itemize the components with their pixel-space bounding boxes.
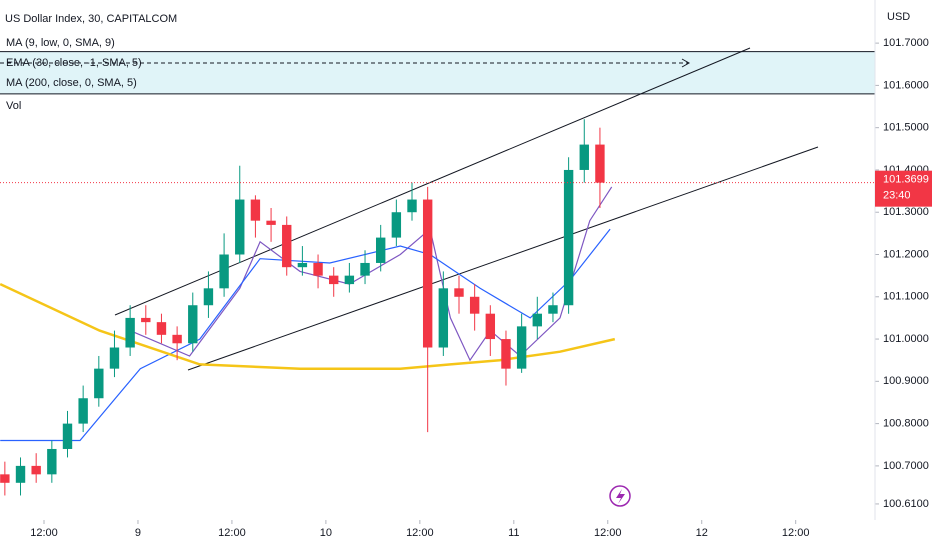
chart-title: US Dollar Index, 30, CAPITALCOM — [5, 13, 177, 25]
candle-body — [156, 322, 167, 335]
volume-label: Vol — [6, 100, 21, 112]
candle-body — [188, 305, 198, 344]
candle-body — [485, 313, 496, 340]
candle-body — [501, 339, 511, 369]
candle-body — [360, 262, 370, 276]
candle-body — [407, 199, 417, 213]
candle-body — [422, 199, 433, 348]
x-tick-label: 12:00 — [30, 527, 58, 539]
y-tick-label: 101.1000 — [883, 291, 929, 303]
candle-body — [141, 317, 151, 323]
y-tick-label: 101.7000 — [883, 37, 929, 49]
y-tick-label: 100.7000 — [883, 460, 929, 472]
candle-body — [391, 212, 402, 238]
indicator-label: MA (9, low, 0, SMA, 9) — [6, 37, 115, 49]
candle-body — [375, 237, 386, 263]
candle-body — [563, 169, 574, 306]
levels — [0, 51, 875, 95]
candle-body — [203, 288, 214, 306]
x-tick-label: 10 — [320, 527, 332, 539]
candle-body — [172, 334, 182, 344]
candle-body — [0, 474, 10, 483]
candle-body — [548, 305, 558, 314]
indicator-label: MA (200, close, 0, SMA, 5) — [6, 77, 137, 89]
trend-line-lower — [187, 146, 819, 371]
candle-body — [219, 254, 229, 289]
y-tick-label: 101.6000 — [883, 79, 929, 91]
candle-body — [109, 347, 120, 369]
y-tick-label: 101.3000 — [883, 206, 929, 218]
candle-body — [532, 313, 542, 327]
x-tick-label: 12:00 — [218, 527, 246, 539]
candle-body — [235, 199, 245, 255]
candle-body — [250, 199, 261, 221]
candle-body — [344, 275, 355, 285]
y-tick-label: 101.2000 — [883, 248, 929, 260]
candle-body — [94, 368, 104, 399]
x-tick-label: 11 — [508, 527, 519, 539]
y-tick-label: 101.5000 — [883, 122, 929, 134]
last-price-tag — [875, 170, 932, 207]
candle-body — [31, 465, 41, 475]
x-tick-label: 12:00 — [594, 527, 622, 539]
bolt-symbol — [616, 489, 625, 504]
candle-body — [15, 465, 26, 483]
candle-body — [469, 296, 480, 314]
candle-body — [516, 326, 527, 369]
candle-body — [329, 275, 339, 285]
candle-body — [47, 448, 57, 475]
countdown: 23:40 — [883, 190, 911, 202]
y-tick-label: 100.9000 — [883, 375, 929, 387]
candle-body — [282, 224, 292, 268]
candle-body — [297, 262, 308, 268]
y-tick-label: 101.0000 — [883, 333, 929, 345]
last-price-label: 101.3699 — [883, 174, 929, 186]
candle-body — [62, 423, 73, 449]
candle-body — [78, 398, 88, 424]
arrow-head — [681, 58, 691, 68]
x-tick-label: 12:00 — [406, 527, 434, 539]
candle-body — [266, 220, 276, 225]
x-tick-label: 9 — [135, 527, 141, 539]
currency: USD — [887, 11, 910, 23]
y-tick-label: 100.8000 — [883, 418, 929, 430]
candle-body — [579, 144, 589, 170]
y-tick-label: 100.6100 — [883, 498, 929, 510]
x-tick-label: 12 — [696, 527, 708, 539]
candle-body — [438, 288, 449, 348]
x-tick-label: 12:00 — [782, 527, 810, 539]
indicator-label: EMA (30, close, -1, SMA, 5) — [6, 57, 142, 69]
candle-body — [125, 317, 135, 348]
candle-body — [313, 262, 323, 276]
candle-body — [454, 288, 464, 297]
candle-body — [595, 144, 605, 183]
level-band — [0, 51, 875, 94]
